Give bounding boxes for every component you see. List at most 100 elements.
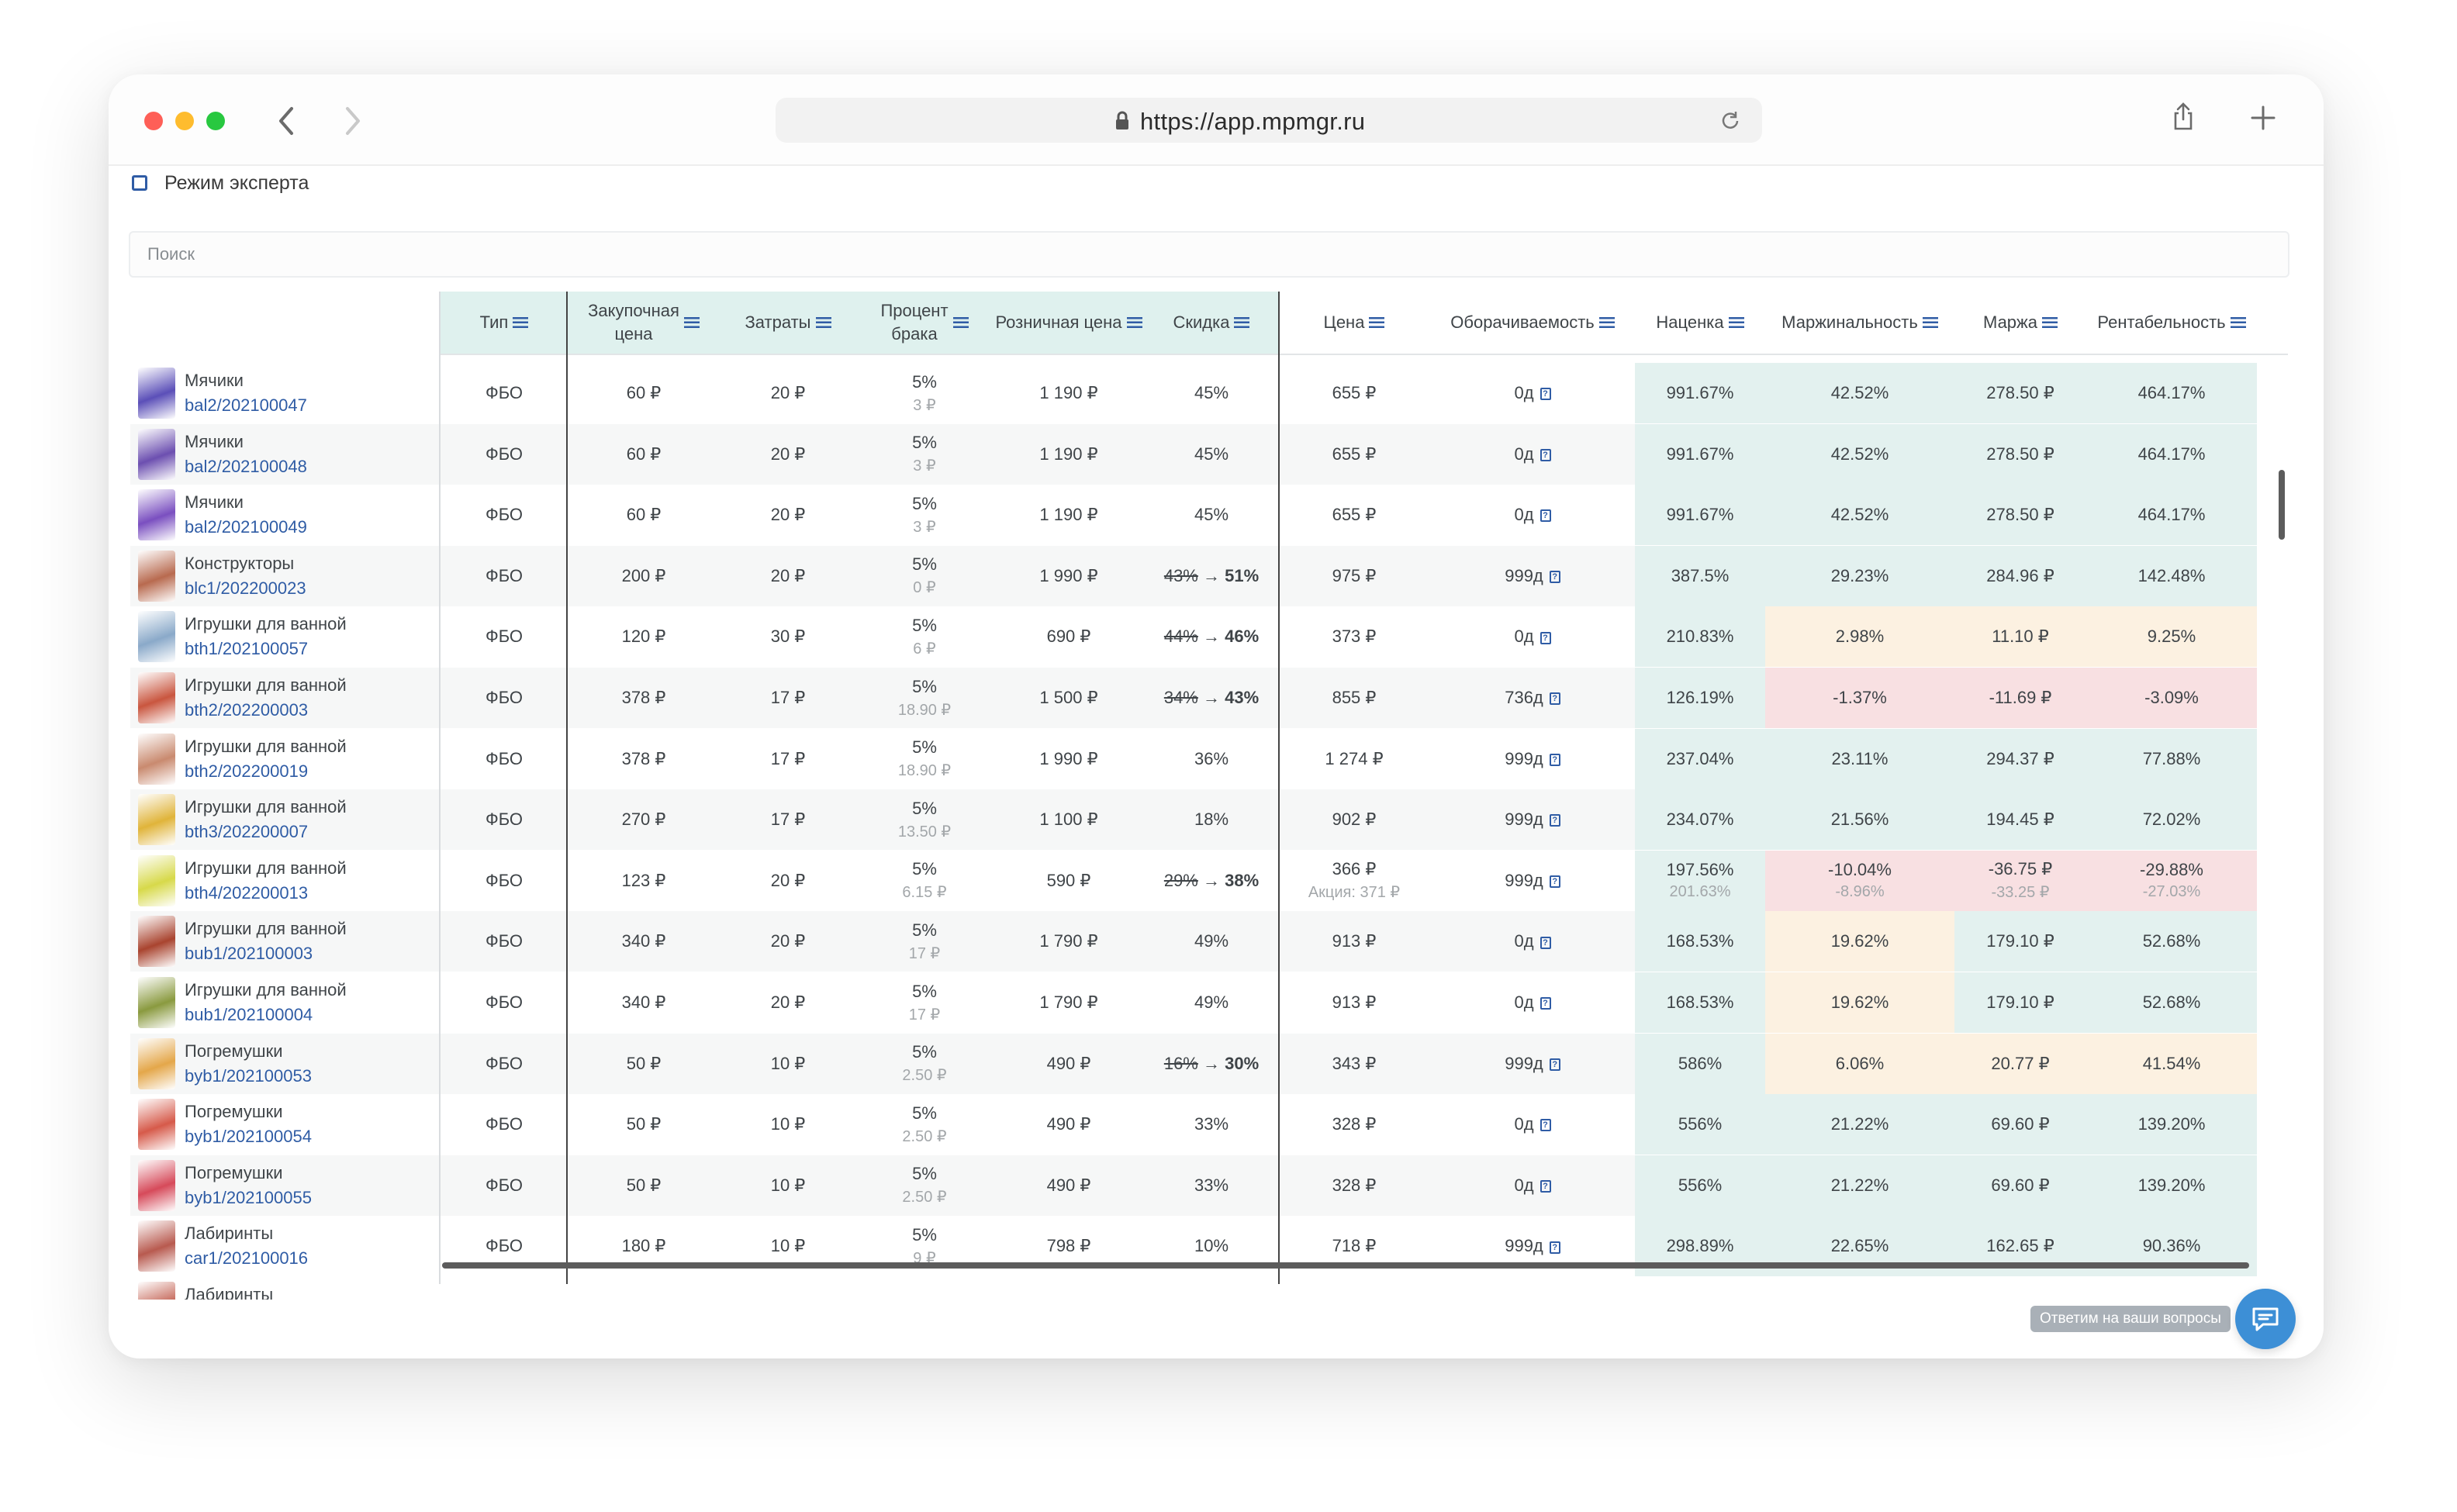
help-icon[interactable]: ? xyxy=(1540,448,1551,461)
help-icon[interactable]: ? xyxy=(1540,1179,1551,1193)
help-icon[interactable]: ? xyxy=(1549,1058,1560,1071)
help-icon[interactable]: ? xyxy=(1540,509,1551,523)
column-header-price[interactable]: Цена xyxy=(1278,292,1430,354)
product-sku-link[interactable]: bth2/202200003 xyxy=(185,700,309,720)
column-header-margin-pct[interactable]: Маржинальность xyxy=(1765,292,1954,354)
address-bar[interactable]: https://app.mpmgr.ru xyxy=(776,98,1762,143)
product-thumbnail[interactable] xyxy=(138,1037,175,1089)
table-row[interactable]: Мячики bal2/202100047 ФБО 60 ₽20 ₽5% 3 ₽1 19… xyxy=(130,363,2288,423)
product-thumbnail[interactable] xyxy=(138,794,175,846)
table-row[interactable]: Мячики bal2/202100048 ФБО 60 ₽20 ₽5% 3 ₽1 19… xyxy=(130,423,2288,485)
help-icon[interactable]: ? xyxy=(1540,1119,1551,1132)
product-thumbnail[interactable] xyxy=(138,733,175,785)
table-row[interactable]: Игрушки для ванной bth4/202200013 ФБО 123 ₽… xyxy=(130,850,2288,911)
product-sku-link[interactable]: bub1/202100003 xyxy=(185,944,313,964)
table-row[interactable]: Игрушки для ванной bth3/202200007 ФБО 270 ₽… xyxy=(130,789,2288,851)
table-row[interactable]: Конструкторы blc1/202200023 ФБО 200 ₽ 20 ₽ 5%… xyxy=(130,545,2288,606)
column-header-costs[interactable]: Затраты xyxy=(720,292,856,354)
column-menu-icon[interactable] xyxy=(952,317,969,328)
product-sku-link[interactable]: bub1/202100004 xyxy=(185,1005,313,1024)
minimize-window-button[interactable] xyxy=(175,112,194,130)
help-icon[interactable]: ? xyxy=(1540,936,1551,949)
table-row[interactable]: Погремушки byb1/202100053 ФБО 50 ₽ 10 ₽ 5% 2.5… xyxy=(130,1033,2288,1094)
reload-icon[interactable] xyxy=(1719,109,1742,132)
help-icon[interactable]: ? xyxy=(1549,814,1560,827)
product-sku-link[interactable]: byb1/202100053 xyxy=(185,1065,312,1086)
column-menu-icon[interactable] xyxy=(683,317,700,328)
column-menu-icon[interactable] xyxy=(1234,317,1250,328)
close-window-button[interactable] xyxy=(144,112,163,130)
column-menu-icon[interactable] xyxy=(815,317,831,328)
help-icon[interactable]: ? xyxy=(1540,631,1551,644)
table-row[interactable]: Погремушки byb1/202100054 ФБО 50 ₽ 10 ₽ 5% 2.5… xyxy=(130,1094,2288,1155)
product-sku-link[interactable]: car1/202100016 xyxy=(185,1248,309,1269)
column-menu-icon[interactable] xyxy=(1922,317,1938,328)
column-header-retail[interactable]: Розничная цена xyxy=(993,292,1145,354)
column-header-defect[interactable]: Процент брака xyxy=(856,292,993,354)
product-thumbnail[interactable] xyxy=(138,611,175,663)
help-icon[interactable]: ? xyxy=(1549,753,1560,766)
column-menu-icon[interactable] xyxy=(2230,317,2246,328)
help-icon[interactable]: ? xyxy=(1549,570,1560,583)
product-thumbnail[interactable] xyxy=(138,916,175,968)
product-sku-link[interactable]: bal2/202100047 xyxy=(185,395,307,415)
column-menu-icon[interactable] xyxy=(513,317,529,328)
product-sku-link[interactable]: bth1/202100057 xyxy=(185,639,309,659)
product-thumbnail[interactable] xyxy=(138,428,175,480)
table-row[interactable]: Игрушки для ванной bth2/202200019 ФБО 378 ₽… xyxy=(130,728,2288,789)
share-icon[interactable] xyxy=(2172,101,2195,132)
table-row[interactable]: Игрушки для ванной bub1/202100004 ФБО 340 ₽… xyxy=(130,972,2288,1033)
product-thumbnail[interactable] xyxy=(138,672,175,723)
table-row[interactable]: Лабиринты 5% xyxy=(130,1277,2288,1300)
column-menu-icon[interactable] xyxy=(1126,317,1142,328)
help-icon[interactable]: ? xyxy=(1540,997,1551,1010)
product-thumbnail[interactable] xyxy=(138,1099,175,1151)
table-row[interactable]: Игрушки для ванной bth2/202200003 ФБО 378 ₽… xyxy=(130,668,2288,728)
product-thumbnail[interactable] xyxy=(138,368,175,419)
table-row[interactable]: Игрушки для ванной bth1/202100057 ФБО 120 ₽… xyxy=(130,606,2288,668)
horizontal-scrollbar[interactable] xyxy=(442,1262,2249,1269)
product-thumbnail[interactable] xyxy=(138,1159,175,1211)
column-header-markup[interactable]: Наценка xyxy=(1635,292,1765,354)
help-icon[interactable]: ? xyxy=(1549,1241,1560,1254)
product-sku-link[interactable]: bal2/202100048 xyxy=(185,456,307,476)
table-row[interactable]: Мячики bal2/202100049 ФБО 60 ₽20 ₽5% 3 ₽1 19… xyxy=(130,485,2288,546)
product-sku-link[interactable]: bth2/202200019 xyxy=(185,761,309,781)
zoom-window-button[interactable] xyxy=(206,112,225,130)
table-row[interactable]: Погремушки byb1/202100055 ФБО 50 ₽ 10 ₽ 5% 2.5… xyxy=(130,1155,2288,1216)
column-header-turnover[interactable]: Оборачиваемость xyxy=(1430,292,1635,354)
product-thumbnail[interactable] xyxy=(138,854,175,906)
search-input[interactable] xyxy=(129,231,2289,278)
forward-arrow-icon[interactable] xyxy=(343,105,363,136)
column-header-margin[interactable]: Маржа xyxy=(1954,292,2086,354)
column-menu-icon[interactable] xyxy=(1598,317,1615,328)
product-thumbnail[interactable] xyxy=(138,1220,175,1272)
help-icon[interactable]: ? xyxy=(1540,388,1551,401)
table-row[interactable]: Игрушки для ванной bub1/202100003 ФБО 340 ₽… xyxy=(130,911,2288,972)
column-menu-icon[interactable] xyxy=(1728,317,1744,328)
product-sku-link[interactable]: bth4/202200013 xyxy=(185,882,309,903)
product-sku-link[interactable]: byb1/202100054 xyxy=(185,1127,312,1147)
back-arrow-icon[interactable] xyxy=(276,105,296,136)
product-sku-link[interactable]: byb1/202100055 xyxy=(185,1187,312,1207)
table-vertical-scrollbar[interactable] xyxy=(2279,470,2285,540)
column-header-purchase[interactable]: Закупочная цена xyxy=(568,292,720,354)
help-icon[interactable]: ? xyxy=(1549,692,1560,706)
product-thumbnail[interactable] xyxy=(138,1282,175,1300)
product-thumbnail[interactable] xyxy=(138,977,175,1028)
expert-mode-toggle[interactable]: Режим эксперта xyxy=(132,166,309,200)
column-header-type[interactable]: Тип xyxy=(441,292,568,354)
product-thumbnail[interactable] xyxy=(138,489,175,541)
column-header-discount[interactable]: Скидка xyxy=(1145,292,1278,354)
new-tab-icon[interactable] xyxy=(2249,104,2277,132)
product-thumbnail[interactable] xyxy=(138,550,175,602)
product-sku-link[interactable]: blc1/202200023 xyxy=(185,578,306,598)
column-menu-icon[interactable] xyxy=(1369,317,1385,328)
expert-mode-checkbox[interactable] xyxy=(132,175,147,191)
column-header-roi[interactable]: Рентабельность xyxy=(2086,292,2257,354)
product-sku-link[interactable]: bal2/202100049 xyxy=(185,517,307,537)
product-sku-link[interactable]: bth3/202200007 xyxy=(185,822,309,842)
column-menu-icon[interactable] xyxy=(2042,317,2058,328)
help-icon[interactable]: ? xyxy=(1549,875,1560,888)
chat-button[interactable] xyxy=(2235,1289,2296,1349)
